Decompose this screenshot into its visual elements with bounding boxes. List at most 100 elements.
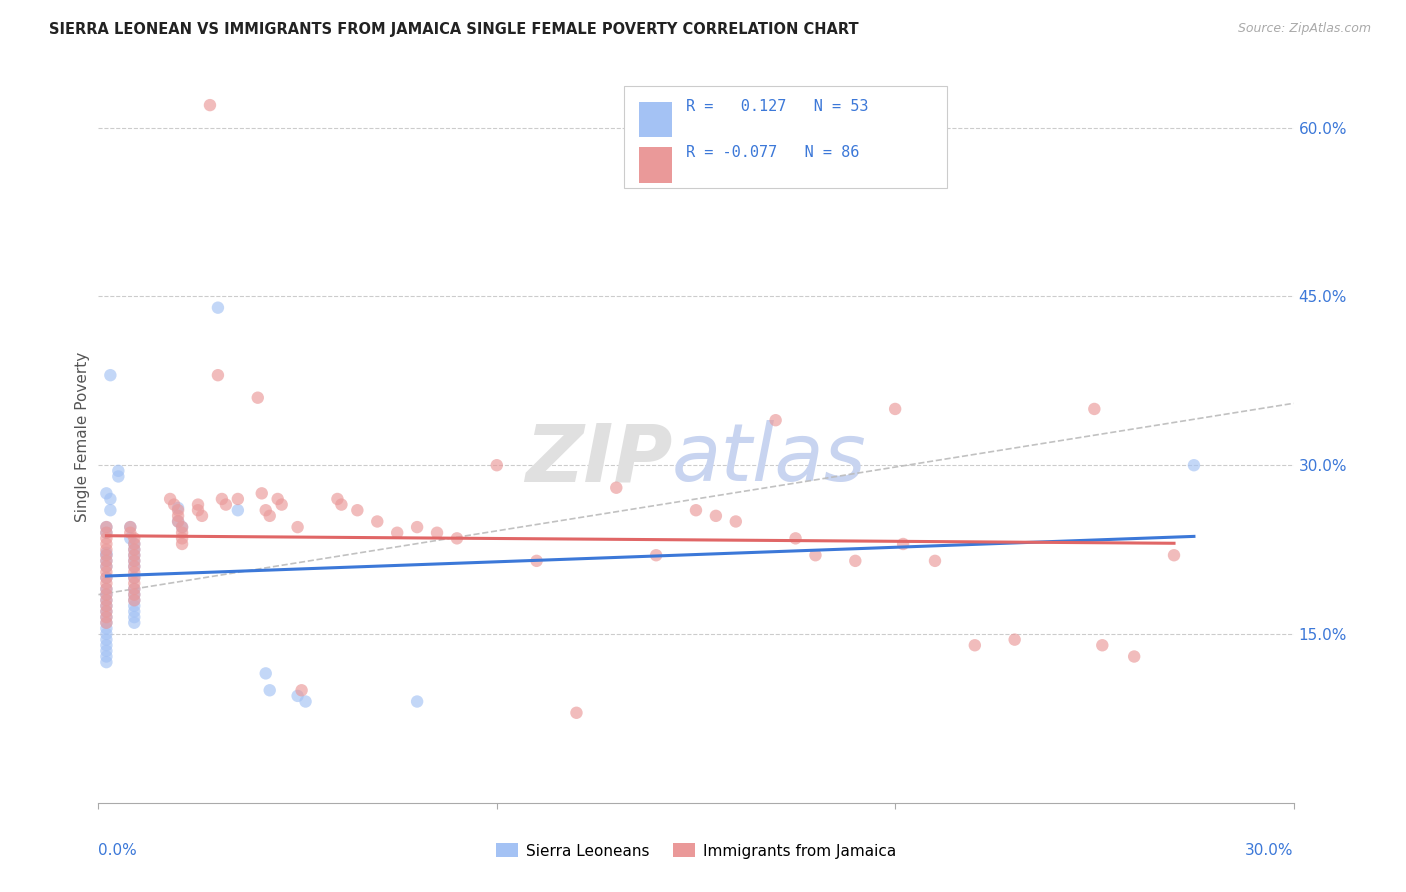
Point [96,615,118,630]
Point [124,599,146,613]
Point [96,554,118,568]
Point [124,565,146,579]
Text: R = -0.077   N = 86: R = -0.077 N = 86 [686,145,860,160]
Legend: Sierra Leoneans, Immigrants from Jamaica: Sierra Leoneans, Immigrants from Jamaica [489,838,903,864]
Point [124,542,146,557]
Point [96,588,118,602]
Point [124,571,146,585]
Point [172,520,194,534]
Point [124,542,146,557]
Point [704,508,727,523]
Point [96,559,118,574]
Point [385,525,409,540]
Point [96,520,118,534]
Point [96,599,118,613]
Point [96,632,118,647]
Point [96,548,118,562]
Point [120,520,142,534]
Point [120,520,142,534]
Point [167,503,190,517]
Point [1182,458,1205,473]
Point [226,503,249,517]
Point [294,694,316,708]
Point [107,469,129,483]
Point [366,515,388,529]
Bar [638,147,672,183]
Point [96,486,118,500]
FancyBboxPatch shape [624,86,948,188]
Point [163,498,186,512]
Point [124,593,146,607]
Point [124,593,146,607]
Point [1091,638,1114,652]
Point [96,605,118,619]
Point [172,520,194,534]
Point [172,532,194,546]
Point [96,537,118,551]
Point [804,548,827,562]
Point [565,706,588,720]
Point [765,413,787,427]
Point [1123,649,1146,664]
Point [120,525,142,540]
Point [96,638,118,652]
Point [96,644,118,658]
Point [326,491,349,506]
Point [124,554,146,568]
Point [96,588,118,602]
Point [207,368,229,383]
Point [96,621,118,635]
Point [96,610,118,624]
Point [1163,548,1185,562]
Point [96,615,118,630]
Point [159,491,181,506]
Point [426,525,449,540]
Point [96,571,118,585]
Point [526,554,548,568]
Point [124,548,146,562]
Point [254,666,277,681]
Point [246,391,269,405]
Text: Source: ZipAtlas.com: Source: ZipAtlas.com [1237,22,1371,36]
Point [226,491,249,506]
Point [172,537,194,551]
Point [98,368,122,383]
Text: 0.0%: 0.0% [98,843,138,858]
Point [291,683,314,698]
Point [270,498,292,512]
Point [446,532,468,546]
Point [724,515,747,529]
Point [124,605,146,619]
Point [124,582,146,596]
Point [124,576,146,591]
Point [96,559,118,574]
Point [259,683,281,698]
Point [120,532,142,546]
Point [963,638,986,652]
Point [96,546,118,560]
Point [124,588,146,602]
Point [96,571,118,585]
Point [96,605,118,619]
Point [187,498,209,512]
Bar [638,102,672,137]
Point [96,565,118,579]
Point [346,503,368,517]
Point [124,610,146,624]
Point [96,520,118,534]
Point [96,655,118,669]
Point [215,498,238,512]
Point [124,559,146,574]
Point [124,537,146,551]
Text: ZIP: ZIP [524,420,672,498]
Point [167,500,190,515]
Point [124,554,146,568]
Point [167,515,190,529]
Text: atlas: atlas [672,420,868,498]
Point [167,515,190,529]
Point [96,599,118,613]
Point [685,503,707,517]
Text: 30.0%: 30.0% [1246,843,1294,858]
Point [211,491,233,506]
Point [96,576,118,591]
